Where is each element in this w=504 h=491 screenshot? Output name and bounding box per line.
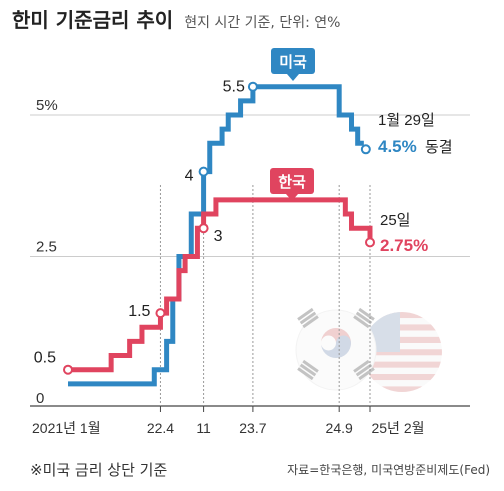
us-flag-stripe: [362, 324, 442, 331]
flags-decoration: [295, 307, 442, 392]
source-note: 자료=한국은행, 미국연방준비제도(Fed): [287, 463, 490, 477]
us-end-value: 4.5%: [378, 137, 417, 156]
korea-series-badge: 한국: [278, 174, 306, 191]
trigram-bar: [353, 359, 370, 373]
annotation-label: 3: [214, 228, 223, 245]
annotation-marker: [155, 308, 166, 319]
trigram-bar: [358, 367, 375, 381]
y-tick-label: 5%: [36, 97, 58, 114]
us-flag-stripe: [362, 349, 442, 356]
trigram-bar: [299, 363, 317, 377]
us-series-badge: 미국: [279, 54, 307, 71]
trigram-bar: [353, 315, 370, 329]
us-flag-stripe: [362, 374, 442, 381]
korea-end-value: 2.75%: [380, 236, 428, 255]
x-tick-label: 22.4: [147, 420, 174, 436]
taegeuk-top: [321, 328, 351, 351]
chart-title: 한미 기준금리 추이: [12, 8, 174, 32]
us-end-suffix: 동결: [425, 139, 453, 156]
us-flag-stripe: [362, 386, 442, 392]
y-tick-label: 0: [36, 390, 44, 407]
trigram-bar: [355, 311, 373, 325]
trigram-bar: [358, 307, 375, 321]
x-tick-label: 2021년 1월: [32, 420, 101, 436]
us-end-date: 1월 29일: [378, 112, 435, 129]
us-flag-stripe: [362, 355, 442, 362]
us-flag-stripe: [362, 343, 442, 350]
annotation-label: 5.5: [223, 79, 245, 96]
trigram-bar: [355, 363, 373, 377]
annotation-label: 4: [185, 168, 194, 185]
y-tick-label: 2.5: [36, 239, 57, 256]
series-end-marker: [365, 237, 375, 248]
trigram-bar: [302, 315, 319, 329]
x-tick-label: 24.9: [326, 420, 353, 436]
chart-subtitle: 현지 시간 기준, 단위: 연%: [184, 15, 341, 31]
footnote: ※미국 금리 상단 기준: [30, 461, 168, 479]
us-series-badge-bg: [271, 48, 315, 74]
korea-series-badge-pointer: [286, 194, 298, 201]
korea-flag-icon: [295, 309, 377, 391]
us-flag-stripe: [362, 330, 442, 337]
annotation-marker: [63, 364, 73, 375]
us-flag-stripe: [362, 367, 442, 374]
trigram-bar: [299, 311, 317, 325]
annotation-marker: [247, 81, 258, 92]
us-flag-stripe: [362, 380, 442, 387]
us-flag-stripe: [362, 318, 442, 325]
korea-series-badge-bg: [270, 168, 314, 194]
annotation-marker: [198, 223, 209, 234]
title-row: 한미 기준금리 추이 현지 시간 기준, 단위: 연%: [12, 4, 340, 33]
trigram-bar: [297, 367, 314, 381]
us-series-badge-pointer: [287, 74, 299, 81]
us-flag-icon: [362, 312, 442, 392]
x-tick-label: 11: [196, 420, 211, 436]
trigram-bar: [302, 359, 319, 373]
us-flag-stripe: [362, 312, 442, 319]
us-flag-stripe: [362, 361, 442, 368]
series-end-marker: [360, 144, 371, 155]
x-tick-label: 23.7: [239, 420, 266, 436]
taegeuk-bottom: [321, 335, 351, 358]
annotation-label: 0.5: [34, 350, 56, 367]
annotation-label: 1.5: [128, 303, 150, 320]
annotation-marker: [198, 166, 209, 177]
x-tick-label: 25년 2월: [371, 420, 424, 436]
trigram-bar: [297, 307, 314, 321]
korea-end-date: 25일: [380, 212, 411, 229]
korea-rate-line: [68, 197, 373, 373]
us-flag-stripe: [362, 336, 442, 343]
us-rate-line: [68, 84, 364, 387]
